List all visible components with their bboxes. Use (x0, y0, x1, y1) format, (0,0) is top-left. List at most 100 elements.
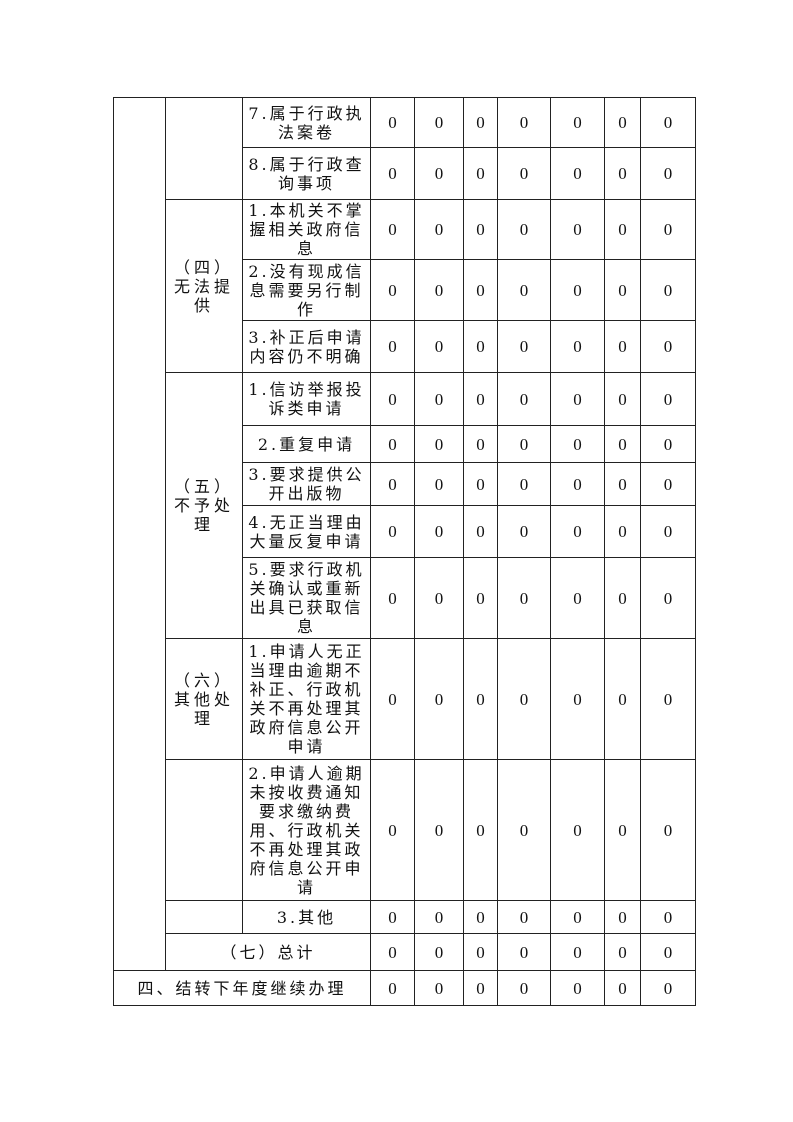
value-cell: 0 (497, 97, 552, 148)
value-cell: 0 (550, 320, 606, 373)
value-cell: 0 (604, 933, 642, 971)
value-cell: 0 (463, 199, 499, 260)
group-cell (164, 97, 244, 200)
value-cell: 0 (370, 933, 416, 971)
value-cell: 0 (370, 462, 416, 506)
total-row: （七）总计 0 0 0 0 0 0 0 (114, 933, 697, 971)
value-cell: 0 (497, 147, 552, 200)
value-cell: 0 (550, 97, 606, 148)
group-cell: （四）无法提供 (164, 199, 244, 373)
value-cell: 0 (414, 97, 465, 148)
value-cell: 0 (414, 259, 465, 321)
value-cell: 0 (463, 505, 499, 558)
value-cell: 0 (370, 259, 416, 321)
value-cell: 0 (550, 900, 606, 934)
group-cell: （六）其他处理 (164, 638, 244, 760)
value-cell: 0 (640, 759, 697, 901)
value-cell: 0 (414, 320, 465, 373)
value-cell: 0 (370, 425, 416, 463)
value-cell: 0 (604, 372, 642, 426)
value-cell: 0 (550, 557, 606, 639)
value-cell: 0 (497, 970, 552, 1006)
value-cell: 0 (463, 900, 499, 934)
value-cell: 0 (640, 425, 697, 463)
item-label: 1.信访举报投诉类申请 (242, 372, 372, 426)
value-cell: 0 (497, 320, 552, 373)
value-cell: 0 (640, 97, 697, 148)
value-cell: 0 (414, 199, 465, 260)
item-label: 4.无正当理由大量反复申请 (242, 505, 372, 558)
item-label: 3.其他 (242, 900, 372, 934)
value-cell: 0 (463, 97, 499, 148)
value-cell: 0 (550, 199, 606, 260)
value-cell: 0 (414, 372, 465, 426)
value-cell: 0 (604, 259, 642, 321)
item-label: 3.要求提供公开出版物 (242, 462, 372, 506)
value-cell: 0 (640, 970, 697, 1006)
group-cell (164, 759, 244, 901)
item-label: 1.申请人无正当理由逾期不补正、行政机关不再处理其政府信息公开申请 (242, 638, 372, 760)
value-cell: 0 (463, 425, 499, 463)
value-cell: 0 (414, 462, 465, 506)
value-cell: 0 (640, 557, 697, 639)
value-cell: 0 (370, 505, 416, 558)
value-cell: 0 (640, 372, 697, 426)
value-cell: 0 (550, 425, 606, 463)
value-cell: 0 (497, 505, 552, 558)
table-row: 3.其他 0 0 0 0 0 0 0 (114, 900, 697, 934)
value-cell: 0 (497, 372, 552, 426)
value-cell: 0 (414, 900, 465, 934)
value-cell: 0 (463, 147, 499, 200)
value-cell: 0 (463, 759, 499, 901)
group-cell: （五）不予处理 (164, 372, 244, 639)
item-label: 7.属于行政执法案卷 (242, 97, 372, 148)
value-cell: 0 (414, 147, 465, 200)
value-cell: 0 (604, 147, 642, 200)
value-cell: 0 (550, 462, 606, 506)
table-row: 3.补正后申请内容仍不明确 0 0 0 0 0 0 0 (114, 320, 697, 373)
value-cell: 0 (497, 557, 552, 639)
value-cell: 0 (604, 638, 642, 760)
value-cell: 0 (640, 199, 697, 260)
value-cell: 0 (463, 320, 499, 373)
value-cell: 0 (497, 933, 552, 971)
value-cell: 0 (414, 759, 465, 901)
statistics-table: 7.属于行政执法案卷 0 0 0 0 0 0 0 8.属于行政查询事项 0 0 0 0 0 0 0 （四）无法提… (112, 97, 697, 1006)
table-row: 7.属于行政执法案卷 0 0 0 0 0 0 0 (113, 97, 697, 971)
value-cell: 0 (550, 147, 606, 200)
value-cell: 0 (414, 638, 465, 760)
value-cell: 0 (604, 557, 642, 639)
value-cell: 0 (640, 900, 697, 934)
value-cell: 0 (550, 759, 606, 901)
total-label: （七）总计 (164, 933, 372, 971)
table-row: 4.无正当理由大量反复申请 0 0 0 0 0 0 0 (114, 505, 697, 558)
value-cell: 0 (497, 900, 552, 934)
value-cell: 0 (463, 970, 499, 1006)
value-cell: 0 (414, 425, 465, 463)
item-label: 8.属于行政查询事项 (242, 147, 372, 200)
item-label: 2.重复申请 (242, 425, 372, 463)
table-row: 5.要求行政机关确认或重新出具已获取信息 0 0 0 0 0 0 0 (114, 557, 697, 639)
value-cell: 0 (370, 147, 416, 200)
value-cell: 0 (370, 199, 416, 260)
value-cell: 0 (414, 557, 465, 639)
table-row: 2.没有现成信息需要另行制作 0 0 0 0 0 0 0 (114, 259, 697, 321)
value-cell: 0 (604, 199, 642, 260)
value-cell: 0 (463, 462, 499, 506)
value-cell: 0 (640, 638, 697, 760)
value-cell: 0 (640, 505, 697, 558)
value-cell: 0 (370, 557, 416, 639)
value-cell: 0 (463, 933, 499, 971)
value-cell: 0 (497, 199, 552, 260)
value-cell: 0 (640, 147, 697, 200)
value-cell: 0 (497, 462, 552, 506)
table-row: （四）无法提供 1.本机关不掌握相关政府信息 0 0 0 0 0 0 0 (114, 199, 697, 373)
group-cell (164, 900, 244, 934)
value-cell: 0 (604, 900, 642, 934)
value-cell: 0 (497, 638, 552, 760)
value-cell: 0 (414, 933, 465, 971)
value-cell: 0 (640, 259, 697, 321)
value-cell: 0 (604, 462, 642, 506)
value-cell: 0 (604, 320, 642, 373)
value-cell: 0 (463, 372, 499, 426)
